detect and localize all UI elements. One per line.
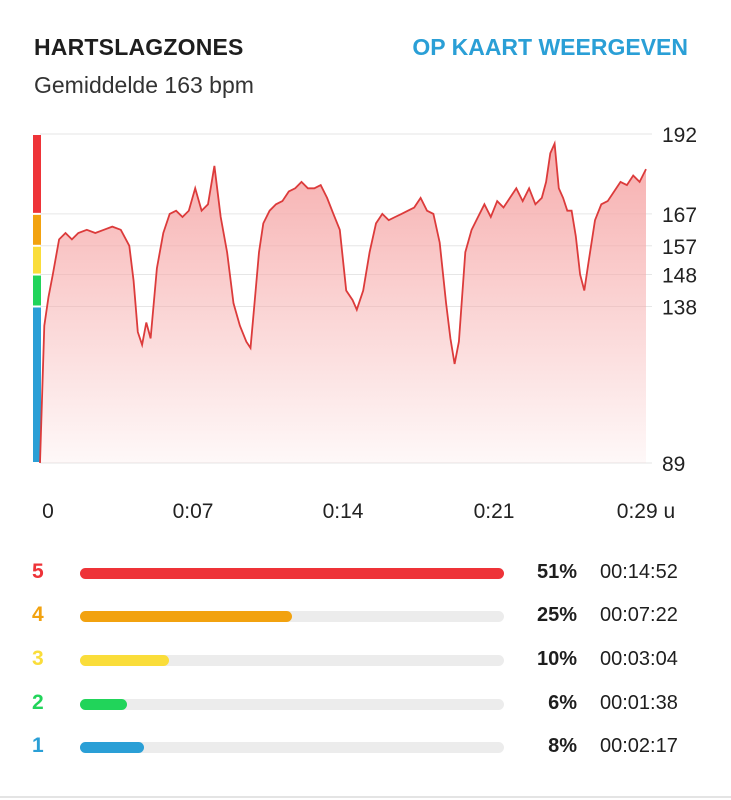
y-tick-label: 148: [662, 265, 697, 288]
zone-duration: 00:14:52: [600, 561, 678, 583]
zone-band-segment: [33, 135, 41, 213]
y-tick-label: 138: [662, 296, 697, 319]
zone-row-4: 4 25% 00:07:22: [0, 595, 731, 639]
y-tick-label: 167: [662, 204, 697, 227]
x-tick-label: 0:29 u: [617, 500, 675, 523]
zone-bar-track: [80, 742, 504, 753]
heart-rate-chart: 89 138 148 157 167 192 0 0:07 0:14 0:21 0:29 u: [33, 124, 697, 523]
y-tick-label: 157: [662, 236, 697, 259]
zone-row-2: 2 6% 00:01:38: [0, 683, 731, 727]
zone-bar-fill: [80, 742, 144, 753]
zone-bar-track: [80, 699, 504, 710]
zone-percentage: 6%: [548, 692, 577, 714]
zone-number: 3: [32, 647, 44, 670]
y-tick-label: 89: [662, 453, 685, 476]
page-title: HARTSLAGZONES: [34, 34, 244, 60]
zone-bar-track: [80, 655, 504, 666]
divider: [0, 796, 731, 798]
zone-bar-fill: [80, 655, 170, 666]
zone-percentage: 8%: [548, 735, 577, 757]
zone-bar-track: [80, 611, 504, 622]
x-tick-label: 0: [42, 500, 54, 523]
zone-bar-fill: [80, 699, 127, 710]
zone-row-3: 3 10% 00:03:04: [0, 639, 731, 683]
zone-band-segment: [33, 275, 41, 306]
zone-duration: 00:03:04: [600, 648, 678, 670]
zone-band-segment: [33, 214, 41, 245]
zone-bar-fill: [80, 611, 292, 622]
show-on-map-link[interactable]: OP KAART WEERGEVEN: [412, 34, 688, 60]
x-tick-label: 0:14: [323, 500, 364, 523]
heart-rate-line: [39, 140, 647, 464]
x-tick-label: 0:07: [173, 500, 214, 523]
average-heart-rate: Gemiddelde 163 bpm: [34, 72, 254, 98]
heart-rate-area: [40, 143, 646, 463]
zone-duration: 00:07:22: [600, 604, 678, 626]
zone-bar-fill: [80, 568, 504, 579]
zone-percentage: 25%: [536, 604, 577, 626]
zone-band-segment: [33, 307, 41, 462]
zone-percentage: 10%: [536, 648, 577, 670]
y-tick-label: 192: [662, 124, 697, 147]
x-tick-label: 0:21: [474, 500, 515, 523]
zone-duration: 00:01:38: [600, 692, 678, 714]
zone-row-1: 1 8% 00:02:17: [0, 726, 731, 770]
zone-number: 5: [32, 560, 44, 583]
zone-bar-track: [80, 568, 504, 579]
zone-band-segment: [33, 246, 41, 274]
zone-percentage: 51%: [536, 561, 577, 583]
zone-number: 4: [32, 603, 44, 626]
zone-number: 1: [32, 734, 44, 757]
zone-number: 2: [32, 691, 44, 714]
zone-row-5: 5 51% 00:14:52: [0, 552, 731, 596]
zone-duration: 00:02:17: [600, 735, 678, 757]
